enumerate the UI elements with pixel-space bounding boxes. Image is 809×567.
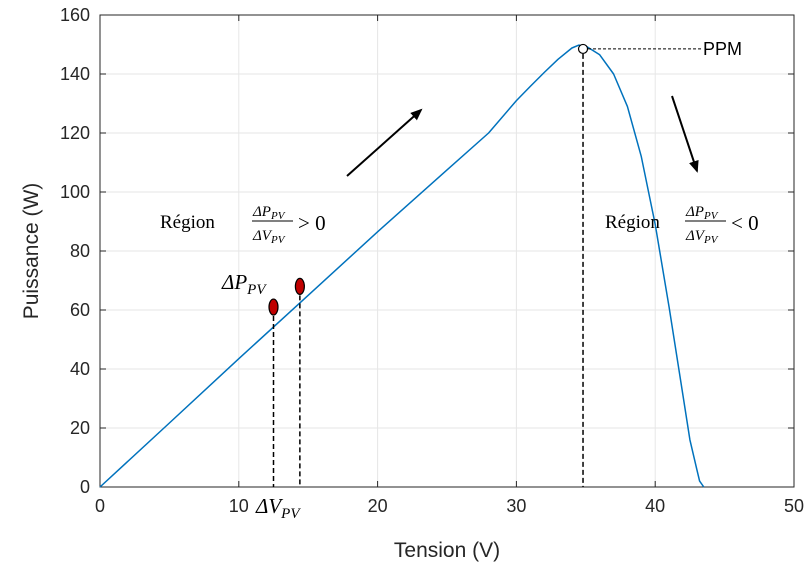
guide-lines <box>272 43 703 487</box>
y-tick-label: 160 <box>60 5 90 25</box>
fraction-numerator: ΔPPV <box>252 204 286 222</box>
y-axis-ticks: 0 20 40 60 80 100 120 140 160 <box>60 5 794 497</box>
mpp-marker <box>577 43 589 55</box>
region-left-label: Région <box>160 212 215 233</box>
operating-point <box>294 277 305 295</box>
operating-point <box>268 298 279 316</box>
region-right-fraction: ΔPPV ΔVPV <box>685 204 726 246</box>
x-tick-label: 20 <box>368 496 388 516</box>
x-tick-label: 30 <box>506 496 526 516</box>
region-right-inequality: < 0 <box>731 211 759 235</box>
fraction-numerator: ΔPPV <box>685 204 719 222</box>
series-line <box>99 44 705 488</box>
data-points <box>268 277 305 316</box>
y-tick-label: 0 <box>80 477 90 497</box>
x-tick-label: 50 <box>784 496 804 516</box>
ppm-label: PPM <box>703 39 742 59</box>
x-tick-label: 40 <box>645 496 665 516</box>
decreasing-arrow <box>671 95 699 173</box>
x-tick-label: 10 <box>229 496 249 516</box>
region-right-label: Région <box>605 212 660 233</box>
y-tick-label: 100 <box>60 182 90 202</box>
y-tick-label: 40 <box>70 359 90 379</box>
y-tick-label: 140 <box>60 64 90 84</box>
y-tick-label: 120 <box>60 123 90 143</box>
region-left-inequality: > 0 <box>298 211 326 235</box>
delta-p-label: ΔPPV <box>221 270 267 298</box>
fraction-denominator: ΔVPV <box>685 228 719 246</box>
y-tick-label: 60 <box>70 300 90 320</box>
series-group <box>99 44 705 488</box>
x-axis-label: Tension (V) <box>394 539 500 562</box>
y-tick-label: 80 <box>70 241 90 261</box>
increasing-arrow <box>346 108 423 177</box>
region-left-fraction: ΔPPV ΔVPV <box>252 204 293 246</box>
y-axis-label: Puissance (W) <box>20 183 43 320</box>
x-axis-ticks: 0 10 20 30 40 50 <box>95 15 804 516</box>
delta-v-label: ΔVPV <box>255 494 301 522</box>
x-tick-label: 0 <box>95 496 105 516</box>
y-tick-label: 20 <box>70 418 90 438</box>
fraction-denominator: ΔVPV <box>252 228 286 246</box>
delta-v-label-background <box>254 492 314 518</box>
